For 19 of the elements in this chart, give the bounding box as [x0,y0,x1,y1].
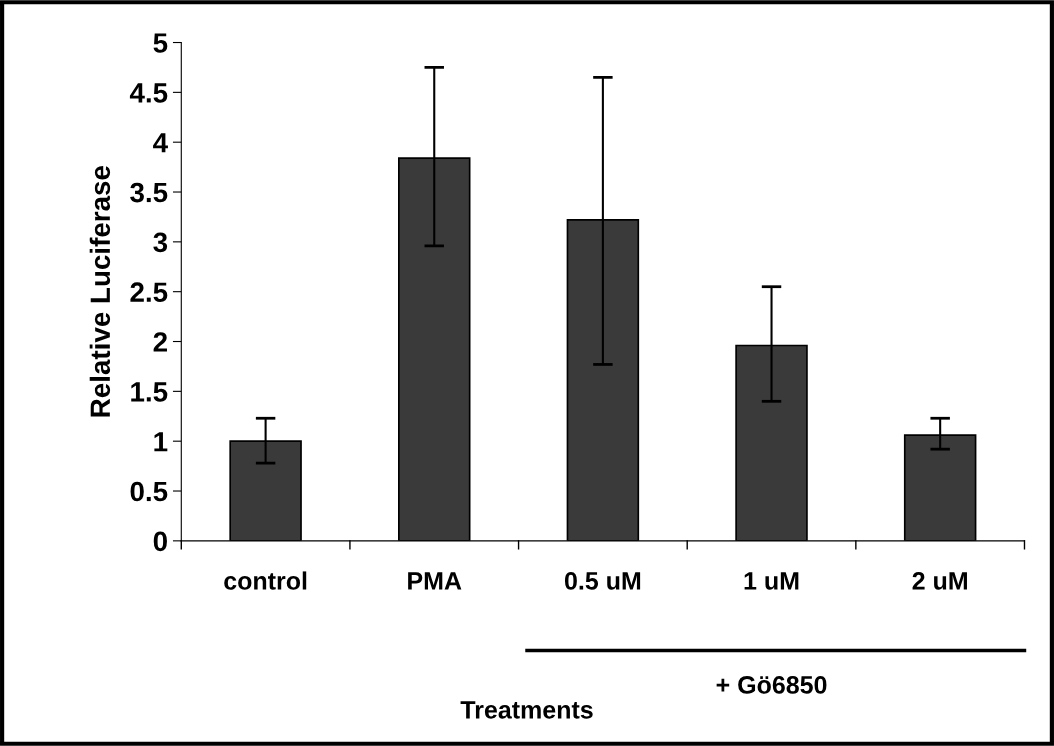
text: + Gö6850 [716,676,827,694]
x-tick-label: 1 uM [744,572,799,590]
x-tick-label: 2 uM [912,572,967,590]
y-tick-label: 0 [153,531,167,552]
y-tick-label: 2.5 [130,282,168,303]
x-tick-label: 0.5 uM [564,572,641,590]
y-tick-label: 2 [153,332,167,352]
x-tick-label: PMA [408,572,462,590]
y-tick-label: 4.5 [129,83,168,103]
y-tick-label: 3 [153,232,168,253]
y-axis-title: Relative Luciferase [89,166,111,417]
y-tick-label: 5 [153,33,168,53]
x-tick-label: control [224,571,307,590]
y-tick-label: 1 [154,432,168,452]
y-tick-label: 0.5 [130,481,168,502]
y-tick-label: 4 [153,133,168,153]
y-tick-label: 1.5 [131,382,168,402]
y-tick-label: 3.5 [130,182,168,203]
x-axis-title: Treatments [460,701,593,719]
